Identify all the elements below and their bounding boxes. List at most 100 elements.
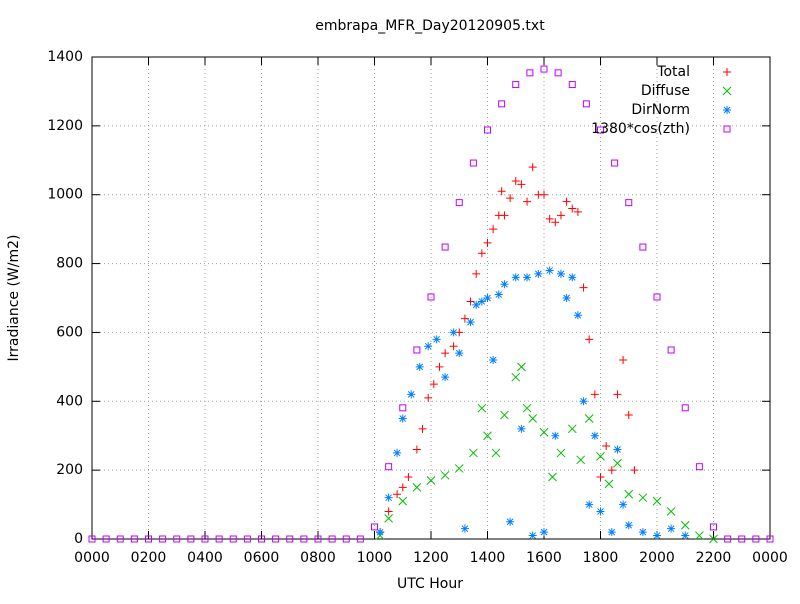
- data-point: [441, 243, 449, 251]
- data-point: [579, 283, 588, 292]
- data-point: [412, 445, 421, 454]
- data-point: [582, 100, 590, 108]
- data-point: [130, 535, 138, 543]
- data-point: [752, 535, 760, 543]
- data-point: [666, 507, 676, 516]
- legend-label: Diffuse: [641, 83, 690, 99]
- data-point: [506, 517, 515, 526]
- x-tick-label: 1000: [357, 550, 393, 566]
- data-point: [440, 470, 450, 480]
- data-point: [624, 489, 634, 499]
- data-point: [602, 442, 611, 451]
- data-point: [738, 535, 746, 543]
- x-tick-label: 1200: [413, 550, 449, 566]
- data-point: [523, 197, 532, 206]
- data-point: [398, 414, 407, 423]
- data-point: [371, 523, 378, 531]
- y-tick-label: 400: [56, 393, 83, 409]
- data-point: [497, 187, 506, 196]
- data-point: [585, 335, 594, 344]
- data-point: [328, 535, 336, 543]
- data-point: [639, 243, 647, 251]
- data-point: [384, 507, 393, 516]
- data-point: [522, 403, 532, 413]
- data-point: [551, 218, 560, 227]
- data-point: [511, 372, 521, 382]
- data-point: [489, 355, 498, 364]
- data-point: [449, 328, 458, 337]
- data-point: [243, 535, 251, 543]
- x-axis-label: UTC Hour: [397, 576, 463, 592]
- data-point: [619, 500, 628, 509]
- y-tick-label: 1400: [47, 49, 83, 65]
- x-tick-label: 1400: [470, 550, 506, 566]
- data-point: [597, 126, 604, 134]
- data-point: [455, 349, 464, 358]
- data-point: [407, 390, 416, 399]
- data-point: [584, 414, 594, 423]
- data-point: [173, 535, 181, 543]
- x-tick-label: 0200: [131, 550, 167, 566]
- data-point: [229, 535, 237, 543]
- data-point: [483, 238, 492, 247]
- data-point: [534, 269, 543, 278]
- data-point: [477, 249, 486, 258]
- data-point: [638, 528, 647, 537]
- data-point: [556, 448, 566, 458]
- y-tick-label: 0: [74, 531, 83, 547]
- data-point: [551, 431, 560, 440]
- data-point: [556, 211, 565, 220]
- data-point: [596, 507, 605, 516]
- data-point: [494, 290, 503, 299]
- legend-label: DirNorm: [631, 102, 690, 118]
- data-point: [398, 483, 407, 492]
- data-point: [710, 523, 717, 531]
- legend-label: Total: [656, 64, 690, 80]
- data-point: [517, 362, 526, 372]
- data-point: [562, 197, 571, 206]
- data-point: [590, 431, 599, 440]
- data-point: [272, 535, 280, 543]
- data-point: [489, 225, 498, 234]
- x-tick-label: 0600: [244, 550, 280, 566]
- data-point: [766, 535, 774, 543]
- data-point: [460, 314, 469, 323]
- data-point: [680, 520, 690, 530]
- x-tick-label: 1600: [526, 550, 562, 566]
- data-point: [611, 159, 619, 167]
- data-point: [393, 490, 402, 499]
- data-point: [653, 293, 661, 301]
- data-point: [709, 534, 718, 544]
- data-point: [424, 393, 433, 402]
- data-point: [455, 199, 463, 207]
- x-tick-label: 0000: [74, 550, 110, 566]
- data-point: [545, 214, 554, 223]
- legend-marker: [723, 125, 731, 133]
- plot-frame: [91, 56, 771, 540]
- data-point: [399, 404, 407, 412]
- data-point: [393, 448, 402, 457]
- data-point: [512, 81, 520, 89]
- data-point: [653, 531, 661, 540]
- data-point: [469, 159, 477, 167]
- data-point: [526, 69, 534, 77]
- y-axis-label: Irradiance (W/m2): [6, 235, 22, 362]
- data-point: [424, 342, 433, 351]
- data-point: [384, 493, 393, 502]
- data-point: [528, 531, 537, 540]
- legend-marker: [723, 106, 731, 114]
- data-point: [619, 355, 628, 364]
- data-point: [554, 69, 562, 77]
- data-point: [477, 403, 487, 413]
- data-point: [613, 458, 622, 468]
- y-tick-label: 1200: [47, 118, 83, 134]
- data-point: [585, 500, 594, 509]
- data-point: [562, 294, 571, 302]
- data-point: [483, 294, 492, 302]
- data-point: [466, 318, 475, 327]
- data-point: [539, 427, 549, 437]
- data-point: [258, 535, 265, 543]
- data-point: [404, 473, 413, 482]
